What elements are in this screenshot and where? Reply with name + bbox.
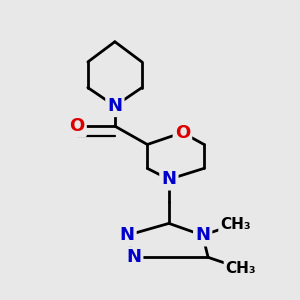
Text: N: N xyxy=(195,226,210,244)
Text: O: O xyxy=(175,124,190,142)
Text: N: N xyxy=(107,97,122,115)
Text: CH₃: CH₃ xyxy=(225,261,256,276)
Text: N: N xyxy=(126,248,141,266)
Text: N: N xyxy=(119,226,134,244)
Text: O: O xyxy=(69,117,85,135)
Text: CH₃: CH₃ xyxy=(220,217,250,232)
Text: N: N xyxy=(161,170,176,188)
